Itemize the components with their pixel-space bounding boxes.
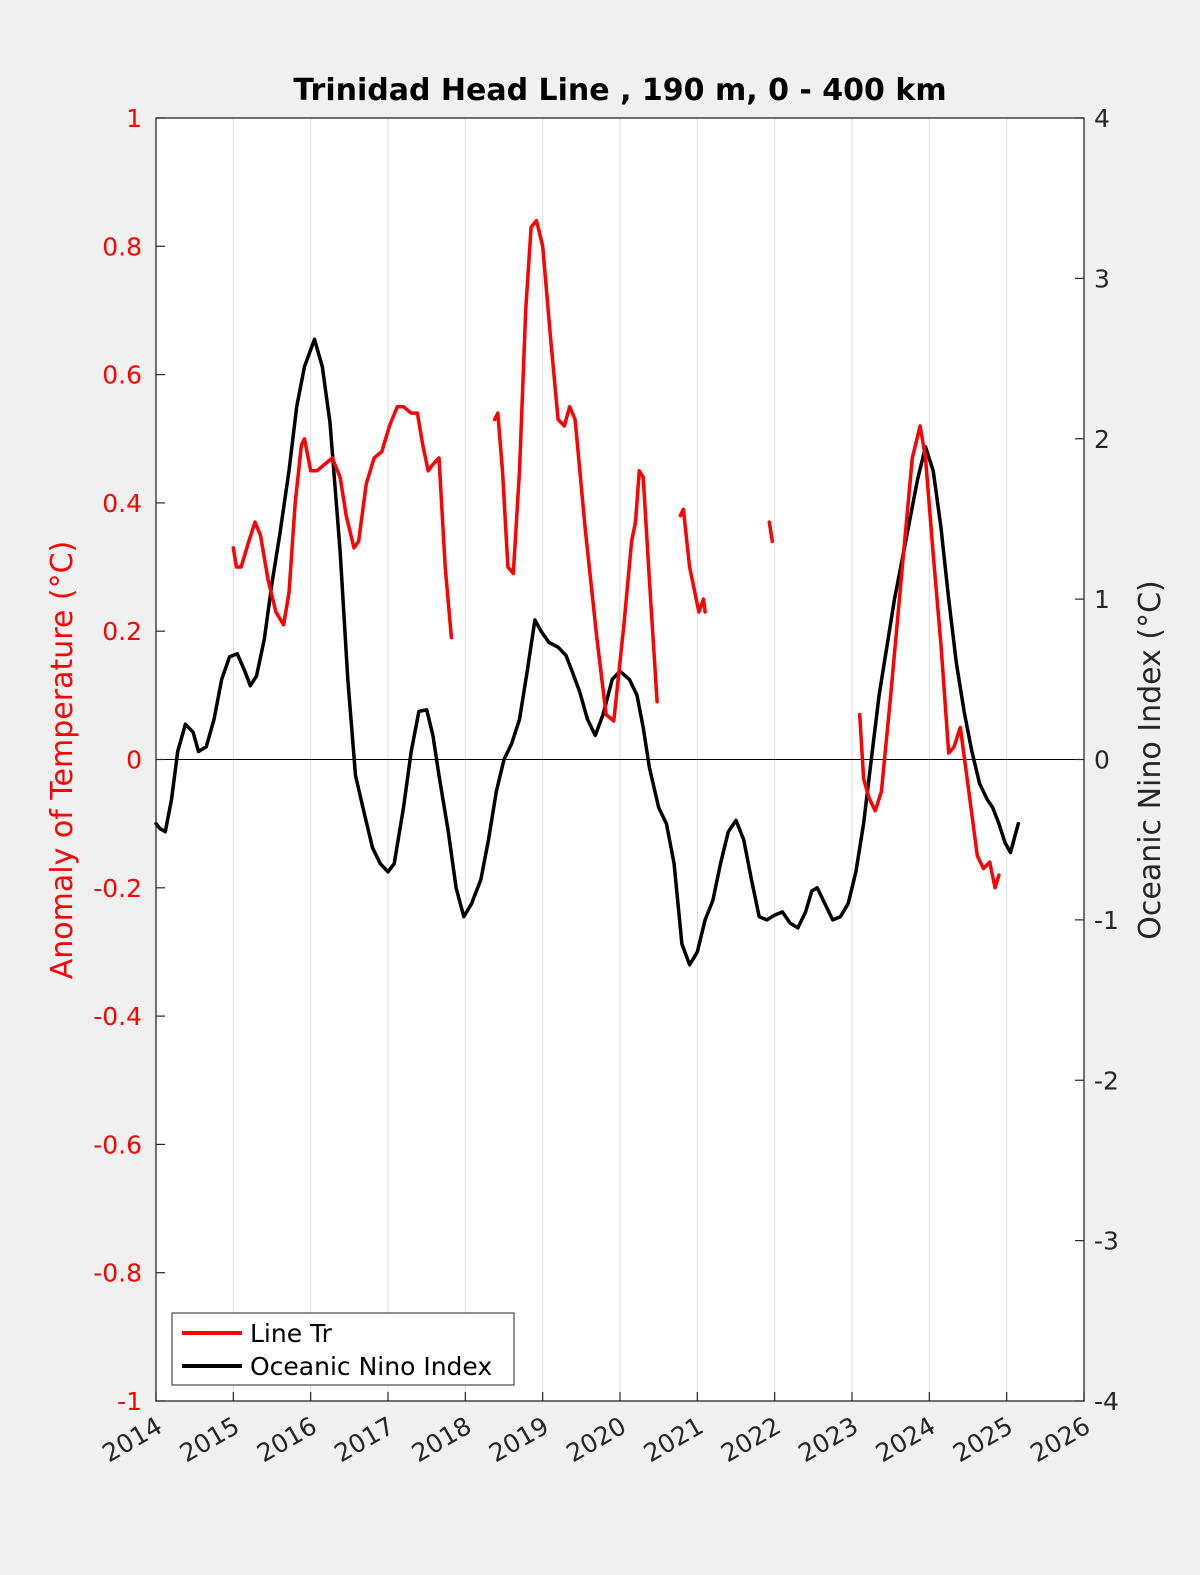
- left-tick-label: -0.8: [93, 1259, 142, 1288]
- right-tick-label: 3: [1094, 264, 1110, 293]
- right-tick-label: 1: [1094, 585, 1110, 614]
- legend-label-line-tr: Line Tr: [250, 1319, 333, 1348]
- right-tick-label: -4: [1094, 1387, 1119, 1416]
- left-axis-label: Anomaly of Temperature (°C): [45, 541, 80, 980]
- right-axis: -4 -3 -2 -1 0 1 2 3 4: [1075, 104, 1119, 1416]
- series-line-tr-segment-0: [231, 404, 454, 640]
- left-tick-label: 0.6: [102, 361, 142, 390]
- left-tick-label: -1: [117, 1387, 142, 1416]
- left-axis: -1 -0.8 -0.6 -0.4 -0.2 0 0.2 0.4 0.6 0.8 1: [93, 104, 165, 1416]
- legend-box: [171, 1312, 515, 1386]
- left-tick-label: -0.6: [93, 1130, 142, 1159]
- right-tick-label: -2: [1094, 1066, 1119, 1095]
- series-line-tr-segment-1: [492, 218, 659, 723]
- right-axis-label: Oceanic Nino Index (°C): [1133, 580, 1168, 940]
- legend-label-oni: Oceanic Nino Index: [250, 1352, 492, 1381]
- series-layer: [154, 218, 1021, 967]
- series-oni-segment-0: [154, 337, 1021, 967]
- right-tick-label: -1: [1094, 906, 1119, 935]
- right-tick-label: 4: [1094, 104, 1110, 133]
- left-tick-label: -0.2: [93, 874, 142, 903]
- left-tick-label: 0.8: [102, 232, 142, 261]
- chart-title: Trinidad Head Line , 190 m, 0 - 400 km: [293, 73, 946, 108]
- series-line-tr-segment-2: [678, 507, 707, 614]
- series-line-tr-segment-3: [767, 520, 775, 544]
- series-line-tr-segment-4: [857, 424, 1001, 890]
- left-tick-label: 1: [126, 104, 142, 133]
- left-tick-label: 0.2: [102, 617, 142, 646]
- left-tick-label: 0: [126, 746, 142, 775]
- left-tick-label: 0.4: [102, 489, 142, 518]
- right-tick-label: -3: [1094, 1227, 1119, 1256]
- right-tick-label: 2: [1094, 425, 1110, 454]
- right-tick-label: 0: [1094, 746, 1110, 775]
- left-tick-label: -0.4: [93, 1002, 142, 1031]
- legend: Line Tr Oceanic Nino Index: [171, 1312, 515, 1386]
